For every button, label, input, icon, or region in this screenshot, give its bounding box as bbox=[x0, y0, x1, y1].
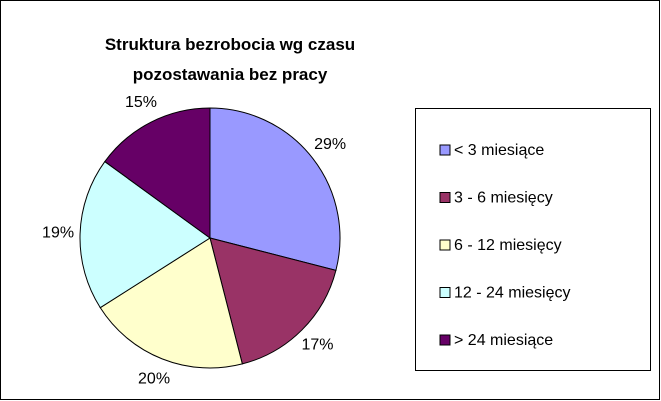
legend-label: 12 - 24 miesięcy bbox=[454, 285, 571, 302]
legend-label: < 3 miesiące bbox=[454, 142, 544, 159]
chart-title: Struktura bezrobocia wg czasu pozostawan… bbox=[104, 35, 356, 84]
data-label: 15% bbox=[125, 94, 157, 111]
legend-swatch bbox=[439, 287, 451, 298]
pie-slice bbox=[79, 160, 211, 309]
pie-slice bbox=[209, 237, 337, 365]
legend-swatch bbox=[439, 192, 451, 203]
legend-box bbox=[415, 108, 651, 371]
pie-slice bbox=[99, 237, 243, 369]
legend-label: 3 - 6 miesięcy bbox=[454, 190, 553, 207]
data-label: 29% bbox=[314, 136, 346, 153]
legend-label: > 24 miesiące bbox=[454, 332, 553, 349]
legend-swatch bbox=[439, 144, 451, 156]
legend-swatch bbox=[439, 334, 451, 346]
data-label: 17% bbox=[301, 337, 333, 354]
pie-slice bbox=[104, 107, 211, 239]
legend-swatch bbox=[439, 239, 451, 251]
data-label: 19% bbox=[42, 224, 74, 241]
legend-label: 6 - 12 miesięcy bbox=[454, 237, 562, 254]
data-label: 20% bbox=[138, 371, 170, 388]
pie-slice bbox=[209, 107, 341, 271]
